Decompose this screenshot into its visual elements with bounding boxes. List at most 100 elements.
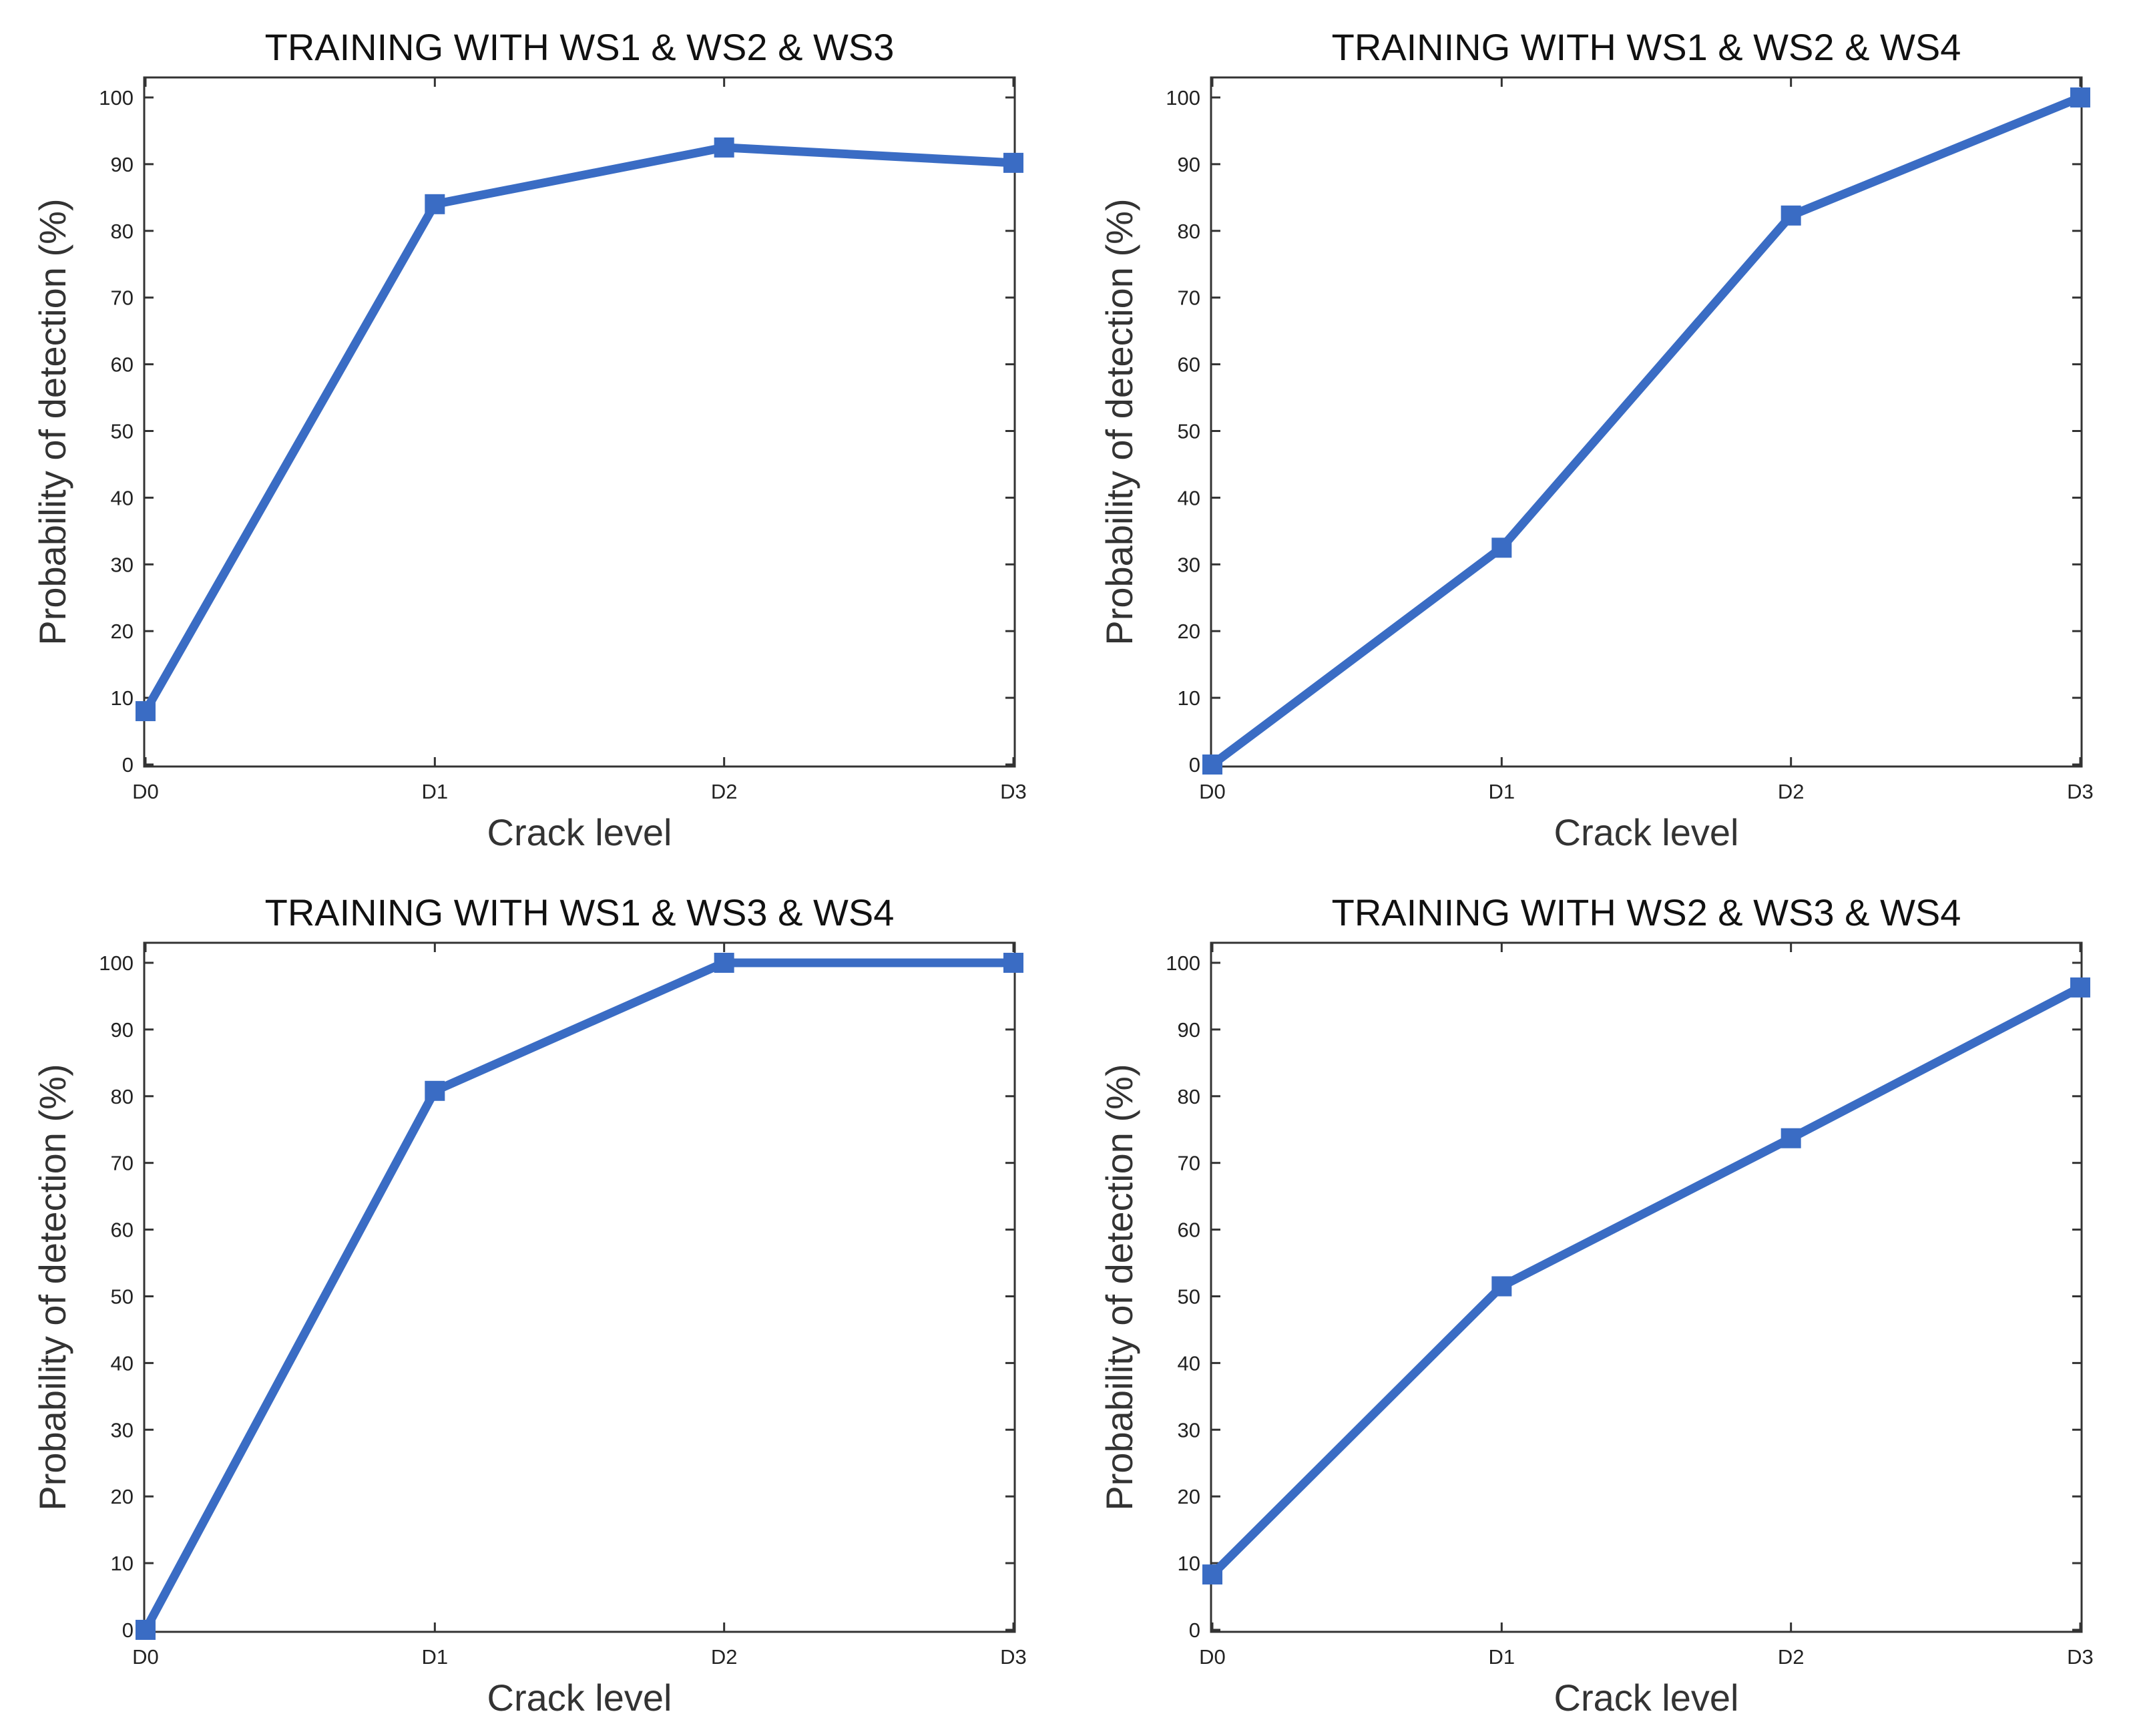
x-tick-label-d3: D3 [1000, 1645, 1027, 1669]
x-axis-label: Crack level [1554, 811, 1739, 853]
y-tick-label: 70 [111, 1152, 134, 1175]
x-tick-label-d0: D0 [132, 1645, 159, 1669]
x-tick-label-d2: D2 [1778, 1645, 1805, 1669]
x-tick-label-d3: D3 [2067, 780, 2094, 803]
y-tick-label: 0 [1189, 1618, 1200, 1642]
y-tick-label: 0 [122, 753, 134, 777]
y-tick-label: 40 [111, 486, 134, 509]
data-point-d0 [136, 1620, 156, 1641]
y-tick-label: 40 [1178, 486, 1200, 509]
data-point-d2 [714, 137, 734, 158]
y-tick-label: 60 [111, 353, 134, 377]
data-point-d3 [1003, 152, 1023, 173]
y-tick-label: 20 [1178, 620, 1200, 643]
y-tick-label: 10 [111, 686, 134, 710]
y-tick-label: 80 [111, 1085, 134, 1108]
y-tick-label: 100 [99, 86, 134, 110]
y-tick-label: 40 [1178, 1351, 1200, 1375]
x-tick-label-d1: D1 [1489, 1645, 1515, 1669]
data-point-d3 [2070, 977, 2090, 998]
y-tick-label: 30 [111, 1418, 134, 1442]
y-tick-label: 10 [1178, 1552, 1200, 1575]
chart-title: TRAINING WITH WS1 & WS3 & WS4 [265, 891, 895, 933]
y-tick-label: 90 [111, 1018, 134, 1042]
y-axis-label: Probability of detection (%) [31, 1064, 73, 1510]
data-point-d0 [136, 701, 156, 722]
y-tick-label: 10 [111, 1552, 134, 1575]
x-tick-label-d2: D2 [1778, 780, 1805, 803]
data-point-d1 [1491, 1276, 1512, 1297]
y-tick-label: 70 [111, 286, 134, 310]
y-tick-label: 50 [111, 419, 134, 443]
series-line [141, 958, 1018, 1635]
series-line [141, 143, 1018, 716]
x-axis-label: Crack level [1554, 1677, 1739, 1719]
data-point-d0 [1202, 1564, 1222, 1585]
y-tick-label: 0 [1189, 753, 1200, 777]
series-line [1208, 93, 2085, 769]
series-line [1208, 983, 2085, 1579]
y-tick-label: 10 [1178, 686, 1200, 710]
chart-title: TRAINING WITH WS1 & WS2 & WS3 [265, 26, 895, 68]
y-tick-label: 40 [111, 1351, 134, 1375]
axes-frame [1210, 941, 2083, 1633]
data-point-d2 [1781, 1128, 1801, 1148]
x-tick-label-d1: D1 [1489, 780, 1515, 803]
y-tick-label: 70 [1178, 286, 1200, 310]
y-tick-label: 70 [1178, 1152, 1200, 1175]
x-tick-label-d0: D0 [1199, 780, 1226, 803]
axes-frame [143, 76, 1016, 768]
chart-title: TRAINING WITH WS1 & WS2 & WS4 [1332, 26, 1961, 68]
y-tick-label: 20 [111, 1485, 134, 1508]
data-point-d1 [1491, 537, 1512, 558]
x-tick-label-d3: D3 [2067, 1645, 2094, 1669]
y-axis-label: Probability of detection (%) [1098, 1064, 1140, 1510]
y-tick-label: 90 [111, 153, 134, 176]
y-tick-label: 80 [111, 220, 134, 243]
y-tick-label: 100 [99, 951, 134, 975]
chart-title: TRAINING WITH WS2 & WS3 & WS4 [1332, 891, 1961, 933]
y-axis-label: Probability of detection (%) [31, 198, 73, 645]
x-tick-label-d2: D2 [711, 1645, 738, 1669]
y-tick-label: 100 [1166, 86, 1200, 110]
axes-frame [1210, 76, 2083, 768]
data-point-d0 [1202, 754, 1222, 775]
data-point-d1 [425, 1080, 445, 1101]
x-axis-label: Crack level [487, 1677, 672, 1719]
axes-frame [143, 941, 1016, 1633]
x-tick-label-d0: D0 [1199, 1645, 1226, 1669]
y-tick-label: 30 [1178, 1418, 1200, 1442]
y-axis-label: Probability of detection (%) [1098, 198, 1140, 645]
y-tick-label: 60 [1178, 1219, 1200, 1242]
x-tick-label-d2: D2 [711, 780, 738, 803]
data-point-d3 [1003, 952, 1023, 973]
y-tick-label: 80 [1178, 220, 1200, 243]
y-tick-label: 30 [1178, 553, 1200, 576]
y-tick-label: 90 [1178, 1018, 1200, 1042]
chart-panel-4: 0 10 20 30 40 50 60 70 80 90 100 D0 D1 D2 D3 TRAINING W… [1098, 891, 2094, 1719]
y-tick-label: 20 [111, 620, 134, 643]
x-tick-label-d1: D1 [422, 780, 449, 803]
y-tick-label: 60 [111, 1219, 134, 1242]
x-tick-label-d1: D1 [422, 1645, 449, 1669]
y-tick-label: 50 [111, 1285, 134, 1308]
y-tick-label: 20 [1178, 1485, 1200, 1508]
x-axis-label: Crack level [487, 811, 672, 853]
y-tick-label: 0 [122, 1618, 134, 1642]
x-tick-label-d3: D3 [1000, 780, 1027, 803]
data-point-d2 [714, 952, 734, 973]
chart-panel-3: 0 10 20 30 40 50 60 70 80 90 100 D0 D1 D2 D3 TRAINING W… [31, 891, 1027, 1719]
y-tick-label: 100 [1166, 951, 1200, 975]
y-tick-label: 50 [1178, 1285, 1200, 1308]
y-tick-label: 80 [1178, 1085, 1200, 1108]
chart-panel-2: 0 10 20 30 40 50 60 70 80 90 100 D0 D1 D2 D3 TRAINING W… [1098, 26, 2094, 853]
data-point-d2 [1781, 205, 1801, 226]
chart-panel-1: 0 10 20 30 40 50 60 70 80 90 100 D0 D1 D2 D3 TRAINING W… [31, 26, 1027, 853]
y-tick-label: 90 [1178, 153, 1200, 176]
y-tick-label: 60 [1178, 353, 1200, 377]
x-tick-label-d0: D0 [132, 780, 159, 803]
y-tick-label: 30 [111, 553, 134, 576]
data-point-d3 [2070, 87, 2090, 107]
y-tick-label: 50 [1178, 419, 1200, 443]
